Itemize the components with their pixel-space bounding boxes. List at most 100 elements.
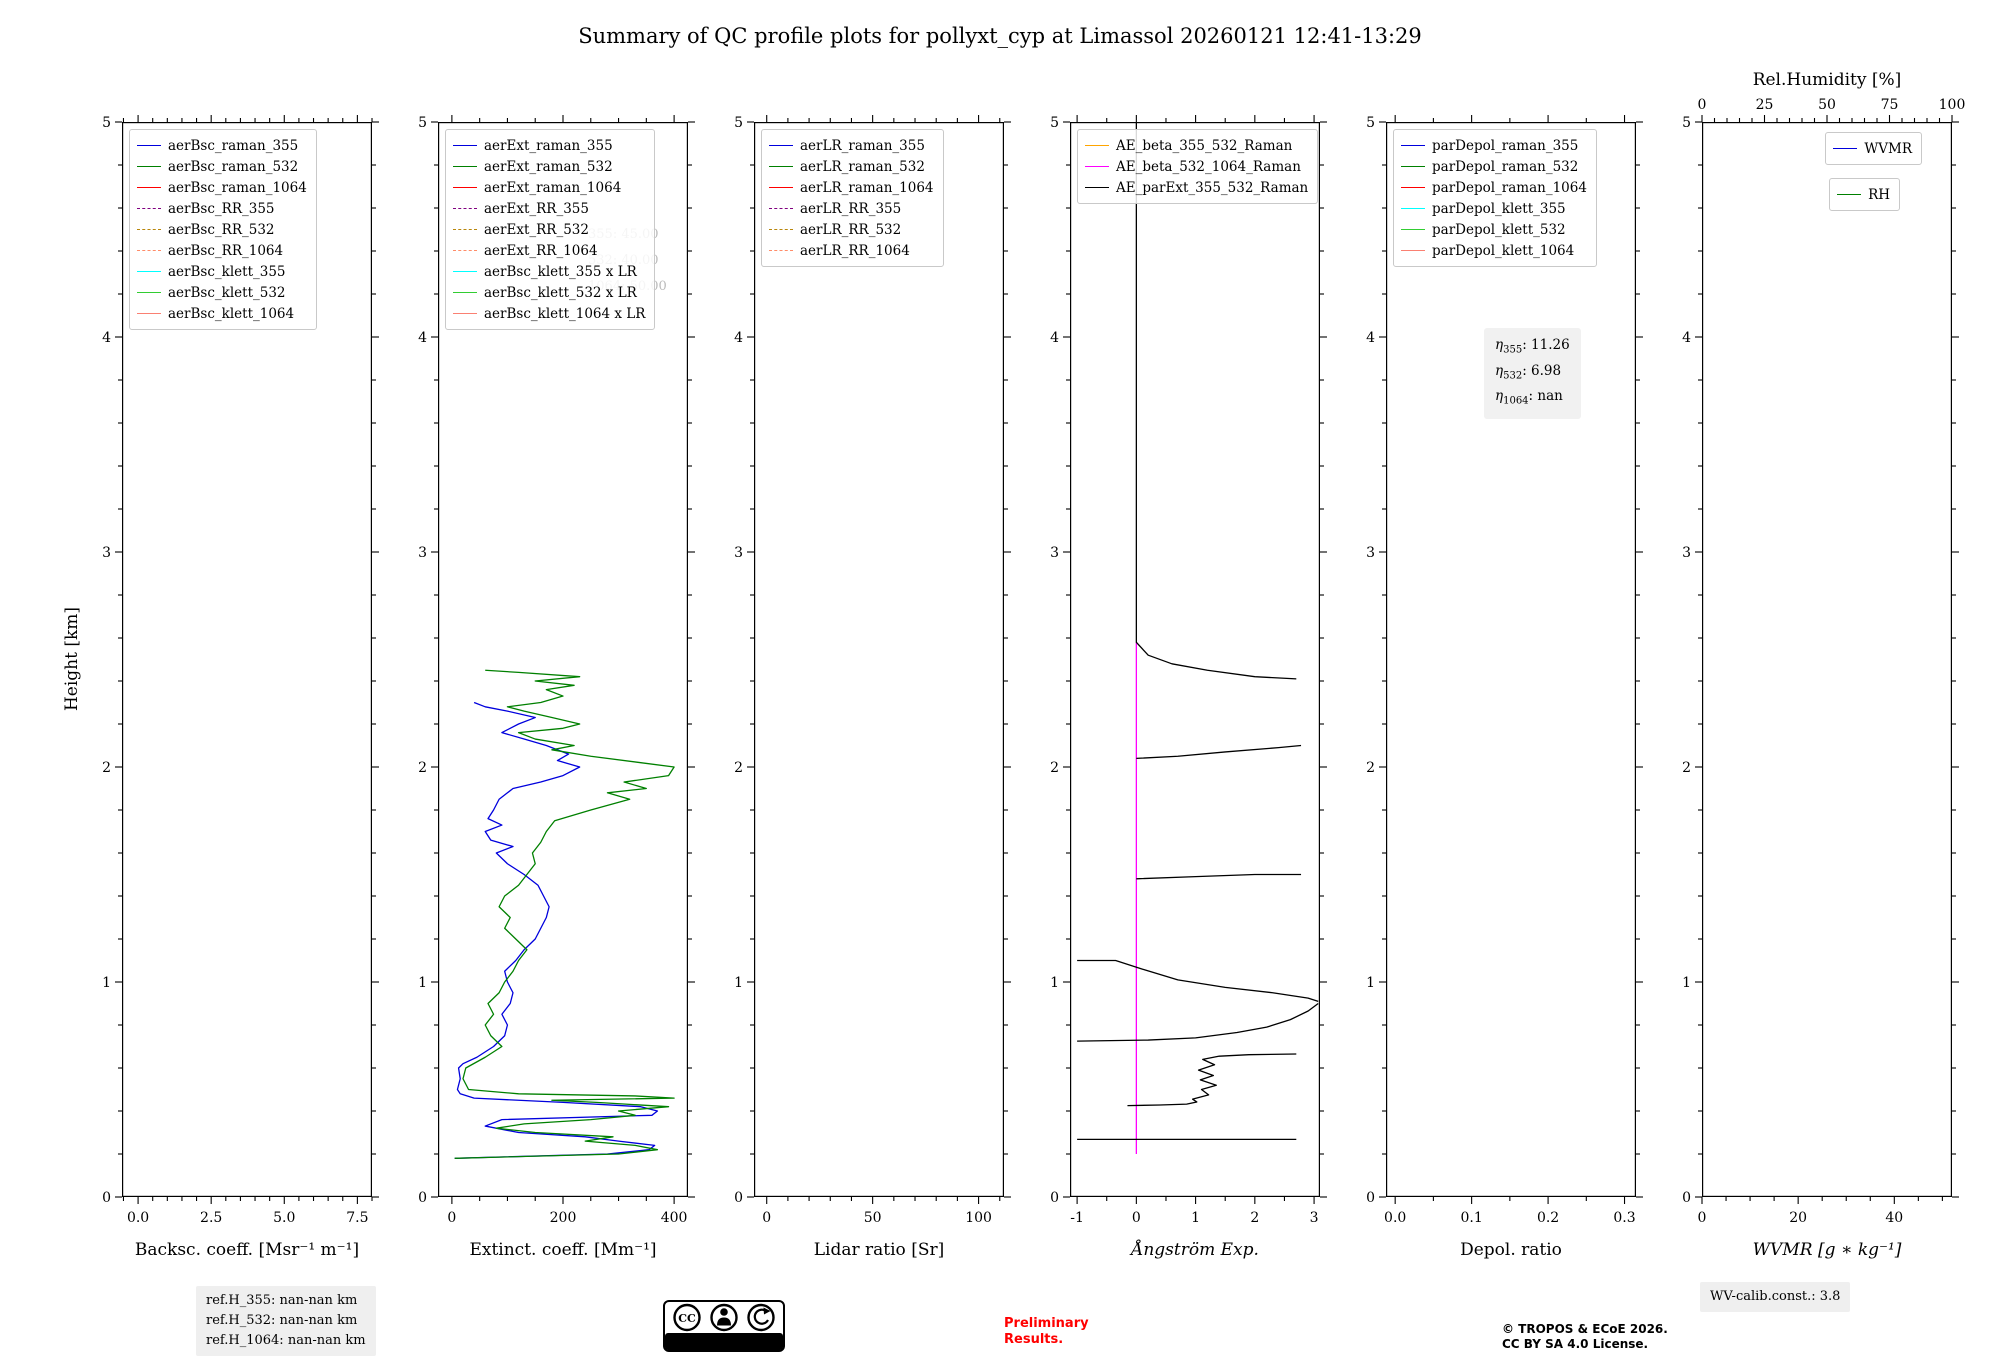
panel-depol: 0.0 0.1 0.2 0.3 0 1 2 3 4 5 parDepol_raman_355 par… — [1366, 115, 1643, 1260]
svg-text:1: 1 — [102, 975, 111, 991]
legend-label: aerBsc_klett_532 x LR — [484, 284, 637, 301]
legend-item: parDepol_raman_1064 — [1401, 177, 1587, 198]
legend-line-sample — [1401, 250, 1425, 251]
preliminary-results-note: Preliminary Results. — [1004, 1316, 1089, 1348]
svg-text:3: 3 — [102, 545, 111, 561]
legend-item: aerLR_RR_1064 — [769, 240, 934, 261]
legend-line-sample — [137, 292, 161, 293]
xlabel-extinction: Extinct. coeff. [Mm⁻¹] — [469, 1240, 657, 1260]
legend-label: aerLR_RR_355 — [800, 200, 902, 217]
legend-label: WVMR — [1864, 140, 1912, 157]
legend-line-sample — [453, 208, 477, 209]
eta-532-row: η532: 6.98 — [1495, 361, 1570, 387]
legend-line-sample — [453, 250, 477, 251]
svg-text:4: 4 — [102, 330, 111, 346]
legend-item: aerExt_RR_1064 — [453, 240, 645, 261]
svg-text:50: 50 — [864, 1210, 882, 1226]
eta-sub: 1064 — [1503, 396, 1529, 408]
legend-line-sample — [137, 229, 161, 230]
svg-text:2: 2 — [418, 760, 427, 776]
reference-heights-note: ref.H_355: nan-nan km ref.H_532: nan-nan… — [196, 1286, 376, 1356]
legend-item: parDepol_raman_355 — [1401, 135, 1587, 156]
legend-item: aerLR_raman_355 — [769, 135, 934, 156]
panel-lidar-ratio: 0 50 100 0 1 2 3 4 5 aerLR_raman_355 aerLR_raman_… — [734, 115, 1011, 1260]
legend-item: parDepol_klett_532 — [1401, 219, 1587, 240]
svg-text:0: 0 — [1698, 1210, 1707, 1226]
svg-text:25: 25 — [1756, 97, 1774, 113]
svg-text:75: 75 — [1881, 97, 1899, 113]
copyright-line-2: CC BY SA 4.0 License. — [1502, 1337, 1649, 1351]
legend-item: aerBsc_RR_355 — [137, 198, 307, 219]
svg-text:1: 1 — [418, 975, 427, 991]
by-sa-label: BY SA — [695, 1336, 752, 1349]
legend-item: aerLR_RR_532 — [769, 219, 934, 240]
legend-line-sample — [769, 145, 793, 146]
legend-label: aerLR_raman_355 — [800, 137, 925, 154]
legend-item: aerExt_raman_355 — [453, 135, 645, 156]
eta-symbol: η — [1495, 388, 1504, 405]
sa-arrow-icon — [747, 1303, 775, 1332]
legend-backscatter: aerBsc_raman_355 aerBsc_raman_532 aerBsc_r… — [129, 129, 317, 330]
legend-line-sample — [1085, 145, 1109, 146]
svg-text:7.5: 7.5 — [346, 1210, 368, 1226]
xlabel-backscatter: Backsc. coeff. [Msr⁻¹ m⁻¹] — [134, 1240, 360, 1260]
svg-text:0: 0 — [447, 1210, 456, 1226]
legend-line-sample — [1401, 208, 1425, 209]
legend-item: parDepol_klett_355 — [1401, 198, 1587, 219]
svg-text:2: 2 — [1682, 760, 1691, 776]
svg-text:0: 0 — [1132, 1210, 1141, 1226]
svg-text:1: 1 — [1682, 975, 1691, 991]
panel-angstrom: -1 0 1 2 3 0 1 2 3 4 5 AE_beta_355_532_Raman AE_bet… — [1050, 115, 1327, 1260]
svg-text:2: 2 — [102, 760, 111, 776]
svg-text:2.5: 2.5 — [200, 1210, 222, 1226]
svg-text:40: 40 — [1885, 1210, 1903, 1226]
legend-item: aerBsc_klett_1064 x LR — [453, 303, 645, 324]
xlabel-depol: Depol. ratio — [1460, 1240, 1562, 1260]
legend-item: aerLR_raman_532 — [769, 156, 934, 177]
legend-label: aerLR_raman_1064 — [800, 179, 934, 196]
eta-sub: 532 — [1503, 370, 1523, 382]
legend-extinction: aerExt_raman_355 aerExt_raman_532 aerExt_r… — [445, 129, 656, 330]
eta-value: : 6.98 — [1522, 362, 1562, 379]
ref-h-1064: ref.H_1064: nan-nan km — [206, 1333, 366, 1348]
panel-backscatter: 0.0 2.5 5.0 7.5 0 1 2 3 4 5 aerBsc_raman_355 aerBs… — [102, 115, 379, 1260]
legend-label: aerLR_RR_532 — [800, 221, 902, 238]
legend-line-sample — [1085, 166, 1109, 167]
person-body — [717, 1317, 731, 1326]
svg-text:0: 0 — [1050, 1190, 1059, 1206]
svg-text:1: 1 — [1050, 975, 1059, 991]
legend-line-sample — [1401, 145, 1425, 146]
svg-text:2: 2 — [734, 760, 743, 776]
legend-line-sample — [769, 229, 793, 230]
legend-label: parDepol_raman_355 — [1432, 137, 1579, 154]
legend-label: aerExt_raman_1064 — [484, 179, 622, 196]
legend-label: AE_beta_532_1064_Raman — [1116, 158, 1301, 175]
svg-text:0: 0 — [1698, 97, 1707, 113]
legend-line-sample — [769, 166, 793, 167]
legend-label: AE_parExt_355_532_Raman — [1116, 179, 1309, 196]
svg-text:4: 4 — [418, 330, 427, 346]
wv-calibration-note: WV-calib.const.: 3.8 — [1700, 1282, 1851, 1312]
svg-text:2: 2 — [1366, 760, 1375, 776]
svg-text:100: 100 — [1939, 97, 1966, 113]
legend-line-sample — [1401, 229, 1425, 230]
legend-item: AE_beta_532_1064_Raman — [1085, 156, 1308, 177]
sa-arrow-head — [763, 1307, 771, 1315]
legend-lidar-ratio: aerLR_raman_355 aerLR_raman_532 aerLR_rama… — [761, 129, 944, 267]
svg-text:4: 4 — [734, 330, 743, 346]
legend-line-sample — [453, 313, 477, 314]
legend-line-sample — [769, 208, 793, 209]
svg-text:5: 5 — [734, 115, 743, 131]
legend-label: AE_beta_355_532_Raman — [1116, 137, 1293, 154]
legend-item: aerLR_raman_1064 — [769, 177, 934, 198]
svg-text:0: 0 — [734, 1190, 743, 1206]
svg-text:5: 5 — [1366, 115, 1375, 131]
legend-label: aerExt_RR_532 — [484, 221, 589, 238]
legend-item: aerBsc_klett_1064 — [137, 303, 307, 324]
legend-label: aerExt_raman_532 — [484, 158, 613, 175]
svg-text:5: 5 — [102, 115, 111, 131]
legend-item: aerBsc_raman_1064 — [137, 177, 307, 198]
svg-text:5.0: 5.0 — [273, 1210, 295, 1226]
